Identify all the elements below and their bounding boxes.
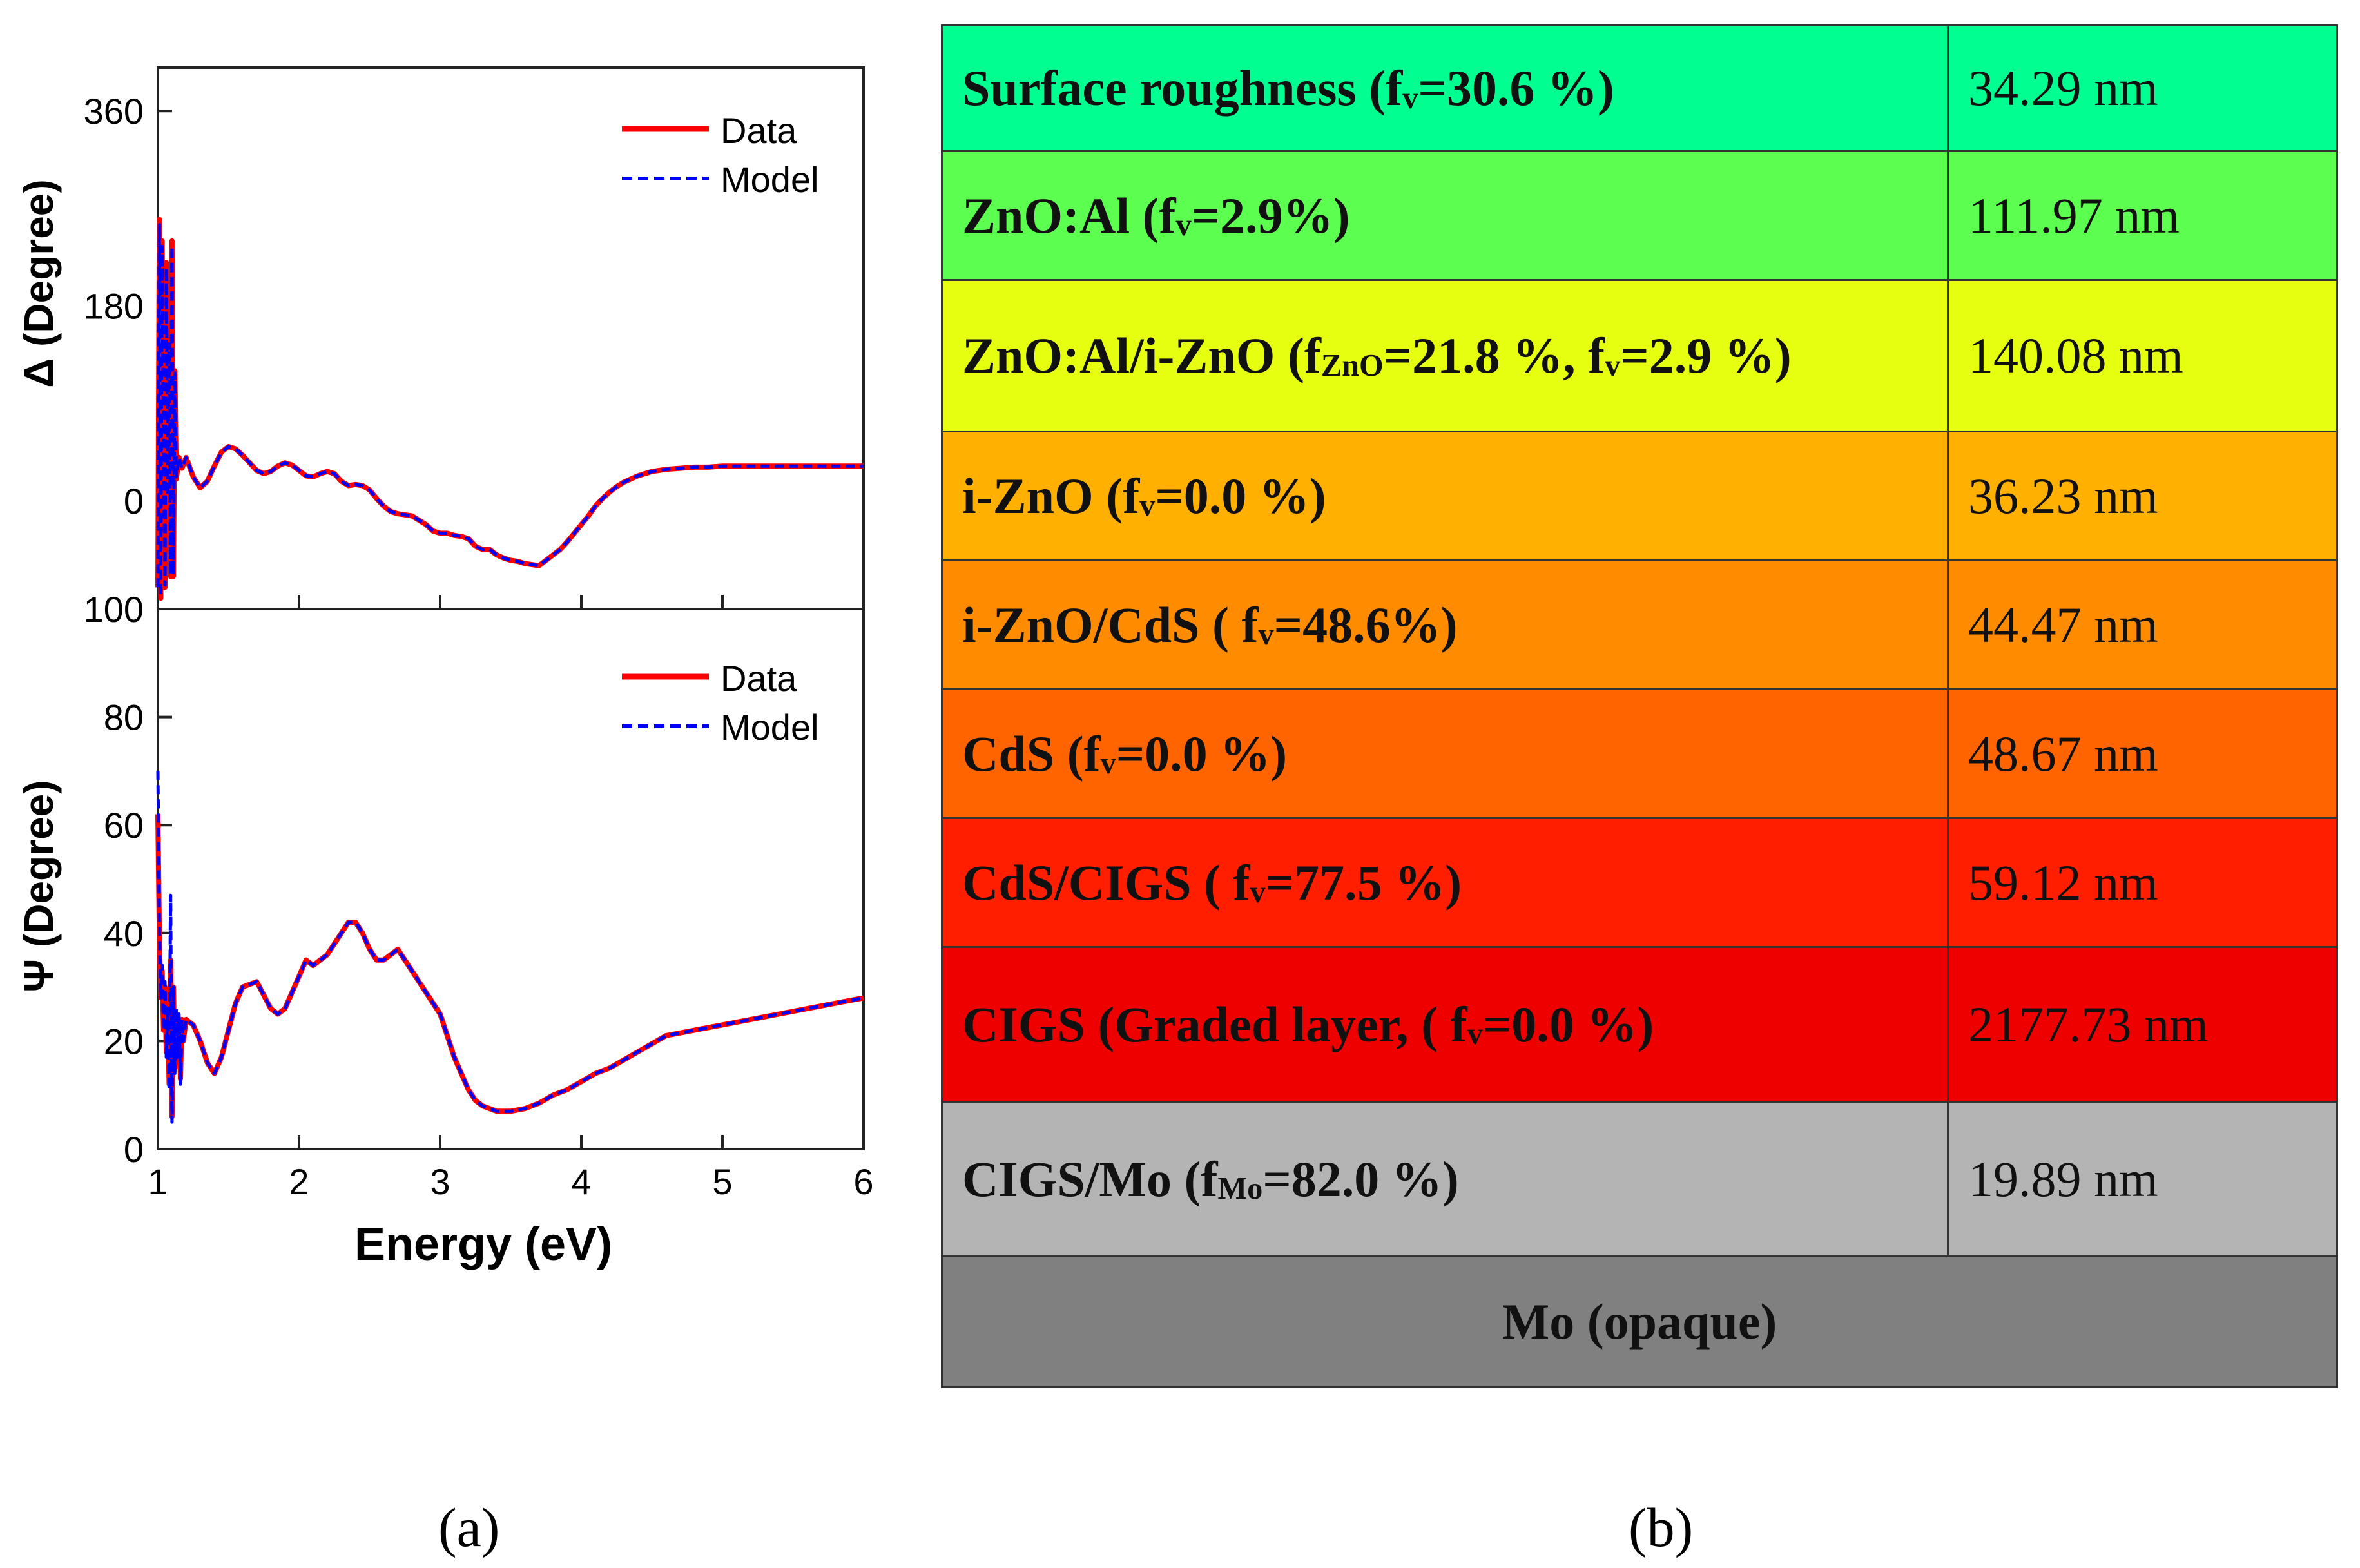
layer-name: Surface roughness (f v =30.6 %) (943, 26, 1949, 150)
layer-name: i-ZnO/CdS ( f v =48.6%) (943, 561, 1949, 688)
x-tick-label: 4 (571, 1161, 591, 1202)
y-tick-label: 40 (104, 913, 144, 954)
x-tick-label: 1 (148, 1161, 168, 1202)
delta-series (155, 217, 864, 601)
y-tick-label: 360 (84, 91, 144, 131)
layer-name-text: =0.0 %) (1482, 996, 1654, 1052)
series-line-model (156, 771, 864, 1124)
layer-name: CIGS (Graded layer, ( f v =0.0 %) (943, 948, 1949, 1101)
y-tick-label: 100 (84, 589, 144, 630)
layer-name-text: =77.5 %) (1265, 854, 1462, 911)
layer-thickness: 59.12 nm (1968, 854, 2158, 911)
layer-row: CdS (f v =0.0 %) 48.67 nm (943, 690, 2336, 819)
layer-name-text: i-ZnO/CdS ( f (962, 596, 1259, 653)
layer-thickness: 36.23 nm (1968, 467, 2158, 524)
series-line-model (156, 223, 864, 598)
layer-name-text: =2.9 %) (1620, 327, 1792, 383)
ellipsometry-plots: 0 180 360 Data Model Δ (Degree) 0 20 40 60 80 1… (15, 66, 874, 1270)
layer-name: ZnO:Al (f v =2.9%) (943, 152, 1949, 279)
psi-plot: 0 20 40 60 80 100 1 2 3 4 5 6 Data Model Ψ (Degree… (15, 589, 874, 1270)
psi-xlabel: Energy (eV) (354, 1219, 612, 1270)
layer-thickness: 48.67 nm (1968, 725, 2158, 782)
layer-name-subscript: v (1258, 617, 1274, 652)
layer-thickness: 111.97 nm (1968, 187, 2180, 244)
x-tick-label: 5 (712, 1161, 732, 1202)
layer-name-subscript: v (1100, 746, 1116, 781)
y-tick-label: 60 (104, 805, 144, 846)
delta-ylabel: Δ (Degree) (15, 179, 62, 387)
psi-legend: Data Model (622, 658, 819, 748)
x-tick-label: 6 (853, 1161, 873, 1202)
x-tick-label: 3 (430, 1161, 450, 1202)
layer-name-subscript: Mo (1217, 1172, 1263, 1206)
layer-name-text: ZnO:Al (f (962, 187, 1176, 244)
layer-name-text: ZnO:Al/i-ZnO (f (962, 327, 1321, 383)
layer-name-subscript: v (1467, 1017, 1483, 1052)
psi-x-ticks: 1 2 3 4 5 6 (148, 1135, 874, 1202)
layer-name: CIGS/Mo (f Mo =82.0 %) (943, 1103, 1949, 1255)
layer-name-text: Surface roughness (f (962, 60, 1403, 116)
layer-name-text: i-ZnO (f (962, 467, 1140, 524)
psi-legend-data-label: Data (721, 658, 797, 699)
layer-name-subscript: v (1139, 489, 1156, 523)
delta-y-ticks: 0 180 360 (84, 91, 172, 521)
series-line-data (155, 217, 864, 601)
layer-row: CIGS (Graded layer, ( f v =0.0 %) 2177.73 n… (943, 948, 2336, 1103)
layer-thickness: 19.89 nm (1968, 1150, 2158, 1207)
layer-thickness: 2177.73 nm (1968, 996, 2209, 1052)
y-tick-label: 0 (124, 1129, 144, 1170)
layer-name-subscript: v (1250, 875, 1266, 910)
layer-row: Surface roughness (f v =30.6 %) 34.29 nm (943, 26, 2336, 152)
layer-name-text: CdS (f (962, 725, 1101, 782)
layer-name-text: =82.0 %) (1262, 1150, 1459, 1207)
delta-legend-model-label: Model (721, 159, 819, 200)
layer-name-subscript: v (1402, 81, 1418, 115)
y-tick-label: 0 (124, 481, 144, 521)
delta-legend-data-label: Data (721, 110, 797, 151)
y-tick-label: 20 (104, 1021, 144, 1061)
panel-label-b: (b) (1629, 1496, 1694, 1558)
series-line-data (155, 814, 864, 1119)
layer-name-subscript: ZnO (1320, 348, 1384, 383)
layer-name-text: =48.6%) (1273, 596, 1458, 653)
y-tick-label: 180 (84, 286, 144, 327)
layer-name-text: =30.6 %) (1418, 60, 1614, 116)
layer-row: i-ZnO (f v =0.0 %) 36.23 nm (943, 432, 2336, 561)
psi-legend-model-label: Model (721, 707, 819, 748)
psi-ylabel: Ψ (Degree) (15, 780, 62, 992)
layer-name: CdS/CIGS ( f v =77.5 %) (943, 819, 1949, 946)
layer-name-subscript: v (1605, 348, 1621, 383)
layer-name: i-ZnO (f v =0.0 %) (943, 432, 1949, 559)
layer-thickness: 44.47 nm (1968, 596, 2158, 653)
x-tick-label: 2 (289, 1161, 309, 1202)
layer-stack-table: Surface roughness (f v =30.6 %) 34.29 nm ZnO… (941, 24, 2338, 1388)
layer-name-text: CdS/CIGS ( f (962, 854, 1250, 911)
layer-row: CIGS/Mo (f Mo =82.0 %) 19.89 nm (943, 1103, 2336, 1257)
delta-legend: Data Model (622, 110, 819, 200)
layer-name-text: CIGS (Graded layer, ( f (962, 996, 1467, 1052)
layer-name-text: =21.8 %, f (1383, 327, 1605, 383)
delta-x-ticks (157, 595, 865, 609)
layer-thickness: 34.29 nm (1968, 60, 2158, 116)
layer-name-text: =0.0 %) (1116, 725, 1288, 782)
psi-series (155, 771, 864, 1124)
layer-row: i-ZnO/CdS ( f v =48.6%) 44.47 nm (943, 561, 2336, 690)
panel-label-a: (a) (438, 1496, 500, 1558)
layer-name-text: =2.9%) (1191, 187, 1350, 244)
psi-y-ticks: 0 20 40 60 80 100 (84, 589, 172, 1170)
delta-plot: 0 180 360 Data Model Δ (Degree) (15, 66, 865, 610)
substrate-row: Mo (opaque) (943, 1257, 2336, 1386)
layer-thickness: 140.08 nm (1968, 327, 2183, 383)
layer-row: CdS/CIGS ( f v =77.5 %) 59.12 nm (943, 819, 2336, 948)
layer-row: ZnO:Al/i-ZnO (f ZnO =21.8 %, f v =2.9 %) 140.… (943, 281, 2336, 432)
layer-name-text: =0.0 %) (1155, 467, 1326, 524)
substrate-label: Mo (opaque) (1502, 1293, 1777, 1350)
layer-name-text: CIGS/Mo (f (962, 1150, 1218, 1207)
y-tick-label: 80 (104, 697, 144, 738)
layer-name: ZnO:Al/i-ZnO (f ZnO =21.8 %, f v =2.9 %) (943, 281, 1949, 431)
layer-row: ZnO:Al (f v =2.9%) 111.97 nm (943, 152, 2336, 281)
layer-name-subscript: v (1175, 208, 1192, 243)
layer-name: CdS (f v =0.0 %) (943, 690, 1949, 817)
